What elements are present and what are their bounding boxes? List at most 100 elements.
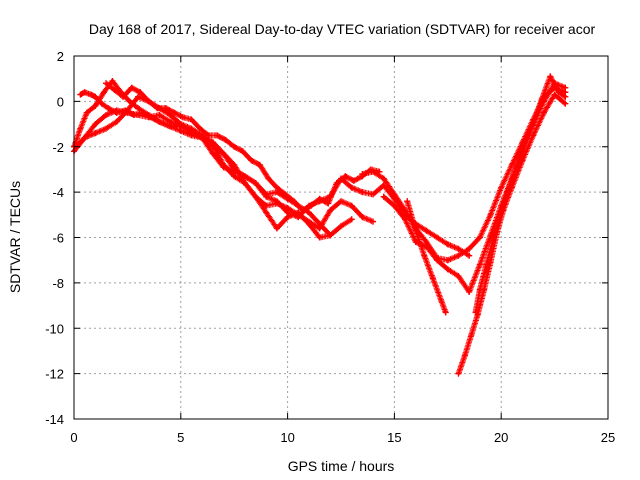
data-point: [113, 118, 120, 125]
data-point: [130, 111, 137, 118]
data-point: [205, 132, 212, 139]
data-point: [316, 220, 323, 227]
data-point: [88, 91, 95, 98]
data-point: [348, 202, 355, 209]
data-point: [265, 175, 272, 182]
data-point: [252, 193, 259, 200]
data-point: [156, 111, 163, 118]
data-point: [147, 114, 154, 121]
data-point: [145, 98, 152, 105]
data-point: [77, 91, 84, 98]
series-trace-3: [75, 93, 334, 241]
y-tick-label: -6: [52, 231, 64, 246]
data-point: [348, 184, 355, 191]
data-point: [308, 202, 315, 209]
data-point: [222, 136, 229, 143]
data-point: [476, 261, 483, 268]
data-point: [273, 225, 280, 232]
data-point: [137, 89, 144, 96]
data-point: [248, 157, 255, 164]
data-point: [171, 109, 178, 116]
data-point: [252, 180, 259, 187]
data-point: [316, 195, 323, 202]
y-axis-label: SDTVAR / TECUs: [7, 181, 23, 293]
data-point: [179, 114, 186, 121]
y-tick-label: -8: [52, 276, 64, 291]
data-point: [327, 207, 334, 214]
x-tick-label: 25: [601, 430, 615, 445]
data-point: [348, 216, 355, 223]
grid: [74, 56, 608, 419]
data-point: [305, 220, 312, 227]
data-point: [122, 107, 129, 114]
data-point: [338, 223, 344, 230]
data-point: [291, 198, 298, 205]
y-tick-label: -2: [52, 140, 64, 155]
plus-marker-trail: [75, 93, 334, 241]
data-point: [444, 241, 451, 248]
data-point: [498, 184, 505, 191]
data-point: [214, 132, 221, 139]
x-tick-label: 10: [280, 430, 294, 445]
data-point: [359, 170, 366, 177]
series-trace-10: [472, 73, 569, 316]
data-point: [156, 118, 163, 125]
data-point: [241, 173, 248, 180]
data-point: [438, 298, 445, 305]
data-point: [81, 89, 88, 96]
data-point: [98, 100, 105, 107]
data-point: [105, 105, 112, 112]
data-point: [299, 207, 306, 214]
data-point: [380, 193, 387, 200]
y-tick-label: -12: [45, 367, 64, 382]
data-point: [295, 209, 302, 216]
x-tick-label: 0: [70, 430, 77, 445]
chart-title: Day 168 of 2017, Sidereal Day-to-day VTE…: [89, 21, 596, 37]
data-point: [487, 259, 494, 266]
data-point: [444, 257, 451, 264]
data-point: [209, 150, 216, 157]
x-tick-label: 5: [177, 430, 184, 445]
y-tick-label: 0: [57, 94, 64, 109]
data-point: [434, 234, 441, 241]
data-point: [555, 89, 562, 96]
x-axis-label: GPS time / hours: [288, 458, 395, 474]
data-point: [359, 214, 366, 221]
data-point: [197, 125, 204, 132]
data-point: [455, 370, 462, 377]
y-tick-label: 2: [57, 49, 64, 64]
data-point: [103, 125, 110, 132]
series-trace-4: [77, 89, 355, 239]
data-point: [135, 105, 142, 112]
data-point: [496, 216, 503, 223]
data-point: [461, 352, 468, 359]
data-point: [220, 164, 227, 171]
data-point: [551, 91, 558, 98]
data-point: [391, 202, 398, 209]
data-point: [92, 93, 99, 100]
data-point: [359, 189, 366, 196]
data-point: [327, 232, 334, 239]
data-point: [109, 77, 116, 84]
data-point: [167, 123, 174, 130]
data-point: [103, 80, 110, 87]
data-point: [241, 180, 248, 187]
data-point: [508, 161, 515, 168]
data-point: [370, 191, 377, 198]
data-point: [177, 127, 184, 134]
data-point: [333, 180, 340, 187]
data-point: [423, 243, 430, 250]
data-point: [111, 87, 118, 94]
x-tick-label: 20: [494, 430, 508, 445]
data-point: [412, 227, 419, 234]
data-point: [188, 116, 195, 123]
data-point: [239, 148, 246, 155]
data-point: [521, 139, 528, 146]
data-point: [540, 109, 547, 116]
data-point: [487, 211, 494, 218]
data-point: [519, 157, 526, 164]
data-point: [547, 73, 554, 80]
data-point: [231, 168, 238, 175]
series-trace-5: [103, 80, 383, 214]
